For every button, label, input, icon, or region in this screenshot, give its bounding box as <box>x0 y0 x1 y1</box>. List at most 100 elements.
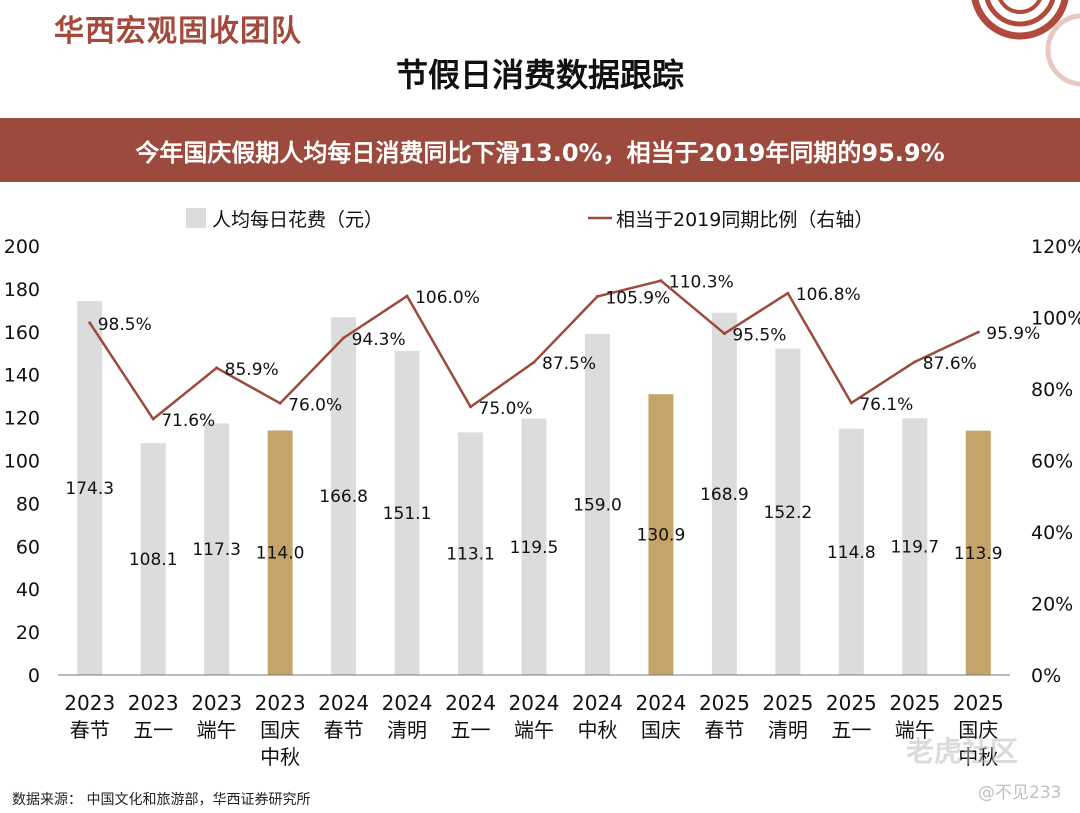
x-tick-label: 2023 <box>64 691 115 715</box>
x-tick-label: 2024 <box>509 691 560 715</box>
bar <box>711 312 737 675</box>
y-tick-label: 120 <box>4 408 40 430</box>
x-tick-label: 2023 <box>191 691 242 715</box>
bar <box>267 430 293 675</box>
ratio-value-label: 95.5% <box>732 326 786 346</box>
bar <box>584 333 610 675</box>
y2-tick-label: 80% <box>1031 379 1073 401</box>
x-tick-label: 2024 <box>445 691 496 715</box>
ratio-value-label: 71.6% <box>161 411 215 431</box>
x-tick-label: 中秋 <box>958 745 998 769</box>
bar <box>838 428 864 675</box>
x-tick-label: 2025 <box>762 691 813 715</box>
ratio-point <box>405 294 409 298</box>
y-tick-label: 60 <box>16 536 40 558</box>
ratio-point <box>913 360 917 364</box>
ratio-point <box>342 336 346 340</box>
logo-rings-icon <box>971 0 1080 87</box>
bar-value-label: 114.8 <box>827 543 876 563</box>
bar <box>140 443 166 675</box>
x-tick-label: 2023 <box>255 691 306 715</box>
y-tick-label: 0 <box>28 665 40 687</box>
x-tick-label: 2025 <box>826 691 877 715</box>
legend-line-label: 相当于2019同期比例（右轴） <box>616 209 873 231</box>
bar <box>775 348 801 675</box>
ratio-point <box>659 279 663 283</box>
summary-banner-text: 今年国庆假期人均每日消费同比下滑13.0%，相当于2019年同期的95.9% <box>135 138 945 167</box>
x-tick-label: 2024 <box>572 691 623 715</box>
x-tick-label: 端午 <box>197 718 237 742</box>
bar-value-label: 119.5 <box>510 538 559 558</box>
ratio-point <box>215 366 219 370</box>
ratio-value-label: 106.0% <box>415 288 480 308</box>
bar-value-label: 119.7 <box>890 538 939 558</box>
ratio-point <box>976 330 980 334</box>
watermark-site: 老虎社区 <box>906 735 1019 768</box>
ratio-point <box>278 401 282 405</box>
y-tick-label: 40 <box>16 579 40 601</box>
bar-value-label: 159.0 <box>573 495 622 515</box>
bar-value-label: 117.3 <box>192 540 241 560</box>
legend-bar-swatch <box>186 208 206 228</box>
y-tick-label: 180 <box>4 279 40 301</box>
page-title: 节假日消费数据跟踪 <box>395 56 684 94</box>
bar <box>902 418 928 675</box>
ratio-value-label: 95.9% <box>986 324 1040 344</box>
x-tick-label: 2025 <box>889 691 940 715</box>
ratio-value-label: 87.6% <box>923 354 977 374</box>
x-tick-label: 2024 <box>382 691 433 715</box>
bar <box>458 432 484 675</box>
ratio-value-label: 76.1% <box>859 395 913 415</box>
x-tick-label: 国庆 <box>260 718 300 742</box>
brand-title: 华西宏观固收团队 <box>54 14 302 49</box>
bar-value-label: 130.9 <box>637 526 686 546</box>
x-tick-label: 端午 <box>895 718 935 742</box>
ratio-point <box>722 332 726 336</box>
legend-bar-label: 人均每日花费（元） <box>212 209 383 231</box>
ratio-point <box>786 291 790 295</box>
bar-value-label: 113.1 <box>446 545 495 565</box>
ratio-point <box>151 417 155 421</box>
bar-value-label: 114.0 <box>256 544 305 564</box>
x-tick-label: 清明 <box>768 718 808 742</box>
data-source-note: 数据来源： 中国文化和旅游部，华西证券研究所 <box>12 792 311 808</box>
y-tick-label: 20 <box>16 622 40 644</box>
x-tick-label: 五一 <box>133 718 173 742</box>
y-tick-label: 80 <box>16 493 40 515</box>
bar-value-label: 152.2 <box>764 503 813 523</box>
y2-tick-label: 100% <box>1031 308 1080 330</box>
y2-tick-label: 40% <box>1031 522 1073 544</box>
watermark-user: @不见233 <box>978 783 1062 803</box>
x-tick-label: 春节 <box>70 718 110 742</box>
ratio-value-label: 94.3% <box>352 330 406 350</box>
bar-value-label: 113.9 <box>954 544 1003 564</box>
bar-value-label: 108.1 <box>129 550 178 570</box>
x-tick-label: 清明 <box>387 718 427 742</box>
x-tick-label: 端午 <box>514 718 554 742</box>
x-tick-label: 中秋 <box>260 745 300 769</box>
y-tick-label: 140 <box>4 365 40 387</box>
x-tick-label: 2025 <box>953 691 1004 715</box>
bar <box>965 430 991 675</box>
x-tick-label: 国庆 <box>958 718 998 742</box>
bar <box>394 350 420 675</box>
y2-tick-label: 20% <box>1031 594 1073 616</box>
ratio-point <box>595 294 599 298</box>
x-tick-label: 春节 <box>324 718 364 742</box>
y-tick-label: 100 <box>4 451 40 473</box>
summary-banner: 今年国庆假期人均每日消费同比下滑13.0%，相当于2019年同期的95.9% <box>0 118 1080 182</box>
bar <box>648 394 674 675</box>
y2-tick-label: 0% <box>1031 665 1061 687</box>
bar <box>521 418 547 675</box>
ratio-value-label: 75.0% <box>479 399 533 419</box>
ratio-value-label: 98.5% <box>98 315 152 335</box>
bar-value-label: 174.3 <box>65 479 114 499</box>
y-tick-label: 200 <box>4 236 40 258</box>
x-tick-label: 春节 <box>704 718 744 742</box>
bar <box>204 423 230 675</box>
x-tick-label: 2024 <box>635 691 686 715</box>
ratio-value-label: 106.8% <box>796 285 861 305</box>
ratio-value-label: 85.9% <box>225 360 279 380</box>
x-tick-label: 五一 <box>451 718 491 742</box>
